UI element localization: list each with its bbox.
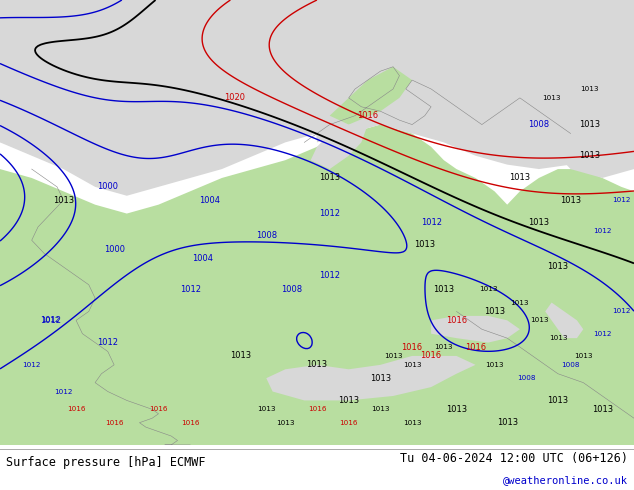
Text: 1013: 1013	[509, 173, 531, 182]
Text: 1012: 1012	[22, 362, 41, 368]
Text: 1012: 1012	[420, 218, 442, 227]
Text: 1013: 1013	[257, 406, 276, 412]
Text: 1013: 1013	[446, 405, 467, 414]
Text: 1013: 1013	[433, 285, 455, 294]
Text: 1004: 1004	[198, 196, 220, 205]
Text: 1013: 1013	[230, 351, 252, 361]
Text: 1016: 1016	[357, 111, 378, 120]
Text: 1013: 1013	[528, 218, 550, 227]
Text: 1013: 1013	[319, 173, 340, 182]
Text: 1013: 1013	[547, 396, 569, 405]
Polygon shape	[545, 302, 583, 338]
Text: 1013: 1013	[574, 353, 593, 359]
Text: 1013: 1013	[414, 240, 436, 249]
Text: 1013: 1013	[370, 374, 391, 383]
Polygon shape	[311, 124, 368, 169]
Polygon shape	[0, 124, 634, 445]
Text: 1012: 1012	[179, 285, 201, 294]
Text: 1013: 1013	[510, 299, 529, 306]
Text: 1013: 1013	[403, 419, 422, 426]
Text: 1016: 1016	[339, 419, 358, 426]
Text: 1012: 1012	[40, 316, 61, 325]
Text: 1012: 1012	[593, 228, 612, 234]
Text: 1000: 1000	[97, 182, 119, 192]
Text: 1012: 1012	[593, 331, 612, 337]
Text: 1013: 1013	[479, 286, 498, 292]
Polygon shape	[304, 0, 634, 169]
Text: 1008: 1008	[281, 285, 302, 294]
Text: 1016: 1016	[149, 406, 168, 412]
Polygon shape	[431, 316, 520, 343]
Text: 1012: 1012	[97, 338, 119, 347]
Text: 1008: 1008	[517, 375, 536, 381]
Polygon shape	[330, 67, 412, 124]
Text: 1008: 1008	[256, 231, 277, 240]
Text: 1013: 1013	[276, 419, 295, 426]
Text: 1013: 1013	[560, 196, 581, 205]
Text: 1013: 1013	[484, 307, 505, 316]
Text: 1013: 1013	[542, 95, 561, 101]
Text: 1013: 1013	[403, 362, 422, 368]
Text: 1016: 1016	[446, 316, 467, 325]
Text: 1013: 1013	[384, 353, 403, 359]
Text: 1013: 1013	[579, 120, 600, 129]
Text: 1012: 1012	[612, 308, 631, 315]
Text: 1008: 1008	[561, 362, 580, 368]
Text: 1016: 1016	[420, 351, 442, 361]
Text: 1016: 1016	[401, 343, 423, 351]
Text: 1008: 1008	[528, 120, 550, 129]
Text: 1016: 1016	[181, 419, 200, 426]
Text: 1016: 1016	[465, 343, 486, 351]
Text: 1013: 1013	[371, 406, 390, 412]
Text: 1004: 1004	[192, 253, 214, 263]
Polygon shape	[266, 356, 476, 400]
Text: 1000: 1000	[103, 245, 125, 254]
Text: 1016: 1016	[105, 419, 124, 426]
Text: 1012: 1012	[54, 389, 73, 394]
Text: 1013: 1013	[338, 396, 359, 405]
Text: 1013: 1013	[547, 263, 569, 271]
Text: 1013: 1013	[529, 318, 548, 323]
Polygon shape	[0, 0, 634, 196]
Text: 1013: 1013	[496, 418, 518, 427]
Text: 1012: 1012	[319, 209, 340, 218]
Text: 1016: 1016	[67, 406, 86, 412]
Text: 1020: 1020	[224, 94, 245, 102]
Polygon shape	[0, 0, 127, 143]
Text: 1013: 1013	[485, 362, 504, 368]
Text: 1013: 1013	[580, 86, 599, 92]
Text: 1012: 1012	[612, 197, 631, 203]
Polygon shape	[0, 133, 634, 445]
Text: 1013: 1013	[53, 196, 74, 205]
Text: 1016: 1016	[307, 406, 327, 412]
Text: 1013: 1013	[548, 335, 567, 341]
Text: Surface pressure [hPa] ECMWF: Surface pressure [hPa] ECMWF	[6, 457, 206, 469]
Text: 1013: 1013	[306, 360, 328, 369]
Text: 1013: 1013	[579, 151, 600, 160]
Text: 1012: 1012	[319, 271, 340, 280]
Text: 1013: 1013	[434, 344, 453, 350]
Text: Tu 04-06-2024 12:00 UTC (06+126): Tu 04-06-2024 12:00 UTC (06+126)	[399, 452, 628, 465]
Text: @weatheronline.co.uk: @weatheronline.co.uk	[503, 475, 628, 485]
Text: 1013: 1013	[592, 405, 613, 414]
Text: 1012: 1012	[41, 318, 60, 323]
